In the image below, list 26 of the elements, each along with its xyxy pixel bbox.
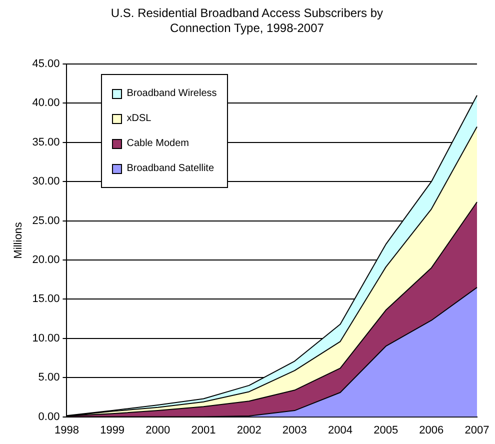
x-tick-label: 1999	[100, 424, 125, 436]
legend-label: xDSL	[126, 113, 152, 124]
y-tick-label: 35.00	[32, 136, 60, 148]
y-tick-label: 5.00	[38, 372, 60, 384]
x-tick-label: 2001	[191, 424, 216, 436]
y-tick-label: 40.00	[32, 97, 60, 110]
y-axis-title: Millions	[12, 222, 25, 259]
y-tick-label: 20.00	[32, 254, 60, 266]
y-tick-label: 15.00	[32, 293, 60, 306]
x-tick-label: 2003	[282, 424, 307, 436]
y-tick-label: 25.00	[32, 214, 60, 227]
y-tick-label: 10.00	[32, 332, 60, 344]
x-tick-label: 1998	[54, 424, 79, 436]
x-tick-label: 2002	[236, 424, 262, 436]
legend-label: Cable Modem	[126, 138, 189, 149]
x-tick-label: 2006	[419, 424, 444, 436]
x-tick-label: 2004	[328, 424, 352, 436]
x-tick-label: 2000	[146, 424, 170, 436]
x-tick-label: 2005	[374, 424, 398, 436]
y-tick-label: 45.00	[32, 58, 60, 70]
y-tick-label: 0.00	[38, 410, 60, 423]
y-tick-label: 30.00	[32, 176, 60, 188]
legend-label: Broadband Wireless	[126, 88, 217, 99]
x-tick-label: 2007	[464, 424, 490, 436]
legend-label: Broadband Satellite	[126, 163, 214, 174]
chart-title: U.S. Residential Broadband Access Subscribers by Connection Type, 1998-2007	[110, 6, 384, 36]
